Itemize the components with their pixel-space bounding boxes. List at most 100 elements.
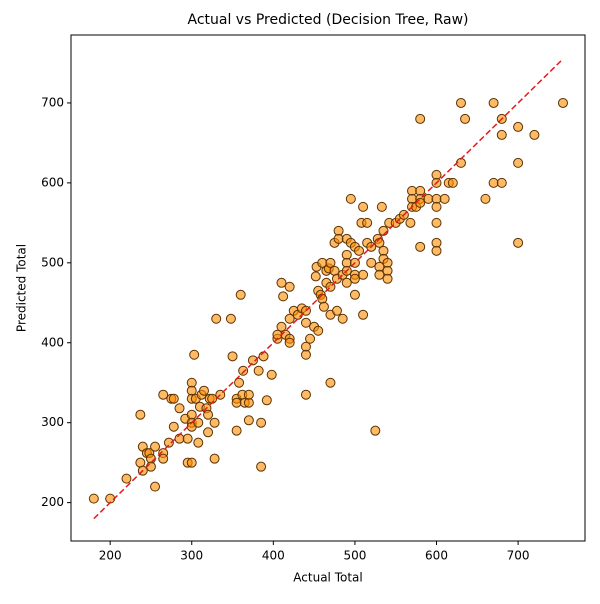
y-axis-label: Predicted Total bbox=[15, 244, 29, 332]
point bbox=[318, 301, 329, 312]
y-tick-label: 600 bbox=[41, 175, 64, 189]
point bbox=[234, 377, 245, 388]
point bbox=[266, 369, 277, 380]
point bbox=[158, 389, 169, 400]
point bbox=[405, 217, 416, 228]
point bbox=[358, 309, 369, 320]
point bbox=[211, 313, 222, 324]
point bbox=[325, 377, 336, 388]
point bbox=[225, 313, 236, 324]
point bbox=[333, 233, 344, 244]
point bbox=[374, 269, 385, 280]
point bbox=[431, 201, 442, 212]
point bbox=[423, 193, 434, 204]
point bbox=[362, 217, 373, 228]
point bbox=[313, 325, 324, 336]
point bbox=[376, 201, 387, 212]
point bbox=[189, 349, 200, 360]
point bbox=[284, 337, 295, 348]
point bbox=[557, 97, 568, 108]
x-tick-label: 300 bbox=[180, 549, 203, 563]
point bbox=[310, 271, 321, 282]
point bbox=[163, 437, 174, 448]
point bbox=[513, 237, 524, 248]
x-tick-label: 200 bbox=[99, 549, 122, 563]
point bbox=[198, 385, 209, 396]
point bbox=[261, 395, 272, 406]
point bbox=[209, 453, 220, 464]
point bbox=[276, 321, 287, 332]
point bbox=[496, 177, 507, 188]
point bbox=[278, 291, 289, 302]
point bbox=[247, 355, 258, 366]
point bbox=[431, 245, 442, 256]
reference-line bbox=[93, 58, 564, 520]
x-tick-label: 400 bbox=[262, 549, 285, 563]
point bbox=[243, 415, 254, 426]
point bbox=[358, 201, 369, 212]
point bbox=[529, 129, 540, 140]
point bbox=[439, 193, 450, 204]
chart-title: Actual vs Predicted (Decision Tree, Raw) bbox=[187, 12, 468, 28]
point bbox=[209, 417, 220, 428]
point bbox=[203, 427, 214, 438]
point bbox=[415, 113, 426, 124]
x-tick-label: 700 bbox=[507, 549, 530, 563]
point bbox=[253, 365, 264, 376]
x-tick-label: 500 bbox=[343, 549, 366, 563]
point bbox=[135, 409, 146, 420]
point bbox=[168, 393, 179, 404]
point bbox=[158, 453, 169, 464]
point bbox=[382, 273, 393, 284]
plot-frame bbox=[70, 34, 586, 542]
point bbox=[496, 129, 507, 140]
point bbox=[431, 217, 442, 228]
x-axis-label: Actual Total bbox=[293, 571, 362, 585]
point bbox=[182, 433, 193, 444]
point bbox=[186, 457, 197, 468]
point bbox=[370, 425, 381, 436]
y-tick-label: 200 bbox=[41, 495, 64, 509]
y-tick-label: 700 bbox=[41, 95, 64, 109]
point bbox=[349, 273, 360, 284]
point bbox=[455, 97, 466, 108]
point bbox=[341, 277, 352, 288]
point bbox=[488, 177, 499, 188]
point bbox=[193, 437, 204, 448]
point bbox=[366, 257, 377, 268]
point bbox=[488, 97, 499, 108]
point bbox=[300, 349, 311, 360]
point bbox=[193, 417, 204, 428]
point bbox=[150, 441, 161, 452]
point bbox=[513, 157, 524, 168]
point bbox=[349, 289, 360, 300]
point bbox=[331, 305, 342, 316]
point bbox=[337, 313, 348, 324]
y-tick-label: 400 bbox=[41, 335, 64, 349]
point bbox=[121, 473, 132, 484]
point bbox=[231, 397, 242, 408]
point bbox=[238, 365, 249, 376]
point bbox=[513, 121, 524, 132]
point bbox=[325, 257, 336, 268]
point bbox=[480, 193, 491, 204]
point bbox=[284, 313, 295, 324]
x-tick-label: 600 bbox=[425, 549, 448, 563]
point bbox=[256, 417, 267, 428]
point bbox=[276, 277, 287, 288]
point bbox=[231, 425, 242, 436]
point bbox=[168, 421, 179, 432]
point bbox=[227, 351, 238, 362]
point bbox=[203, 409, 214, 420]
point bbox=[345, 193, 356, 204]
point bbox=[235, 289, 246, 300]
point bbox=[88, 493, 99, 504]
point bbox=[415, 241, 426, 252]
point bbox=[358, 269, 369, 280]
point bbox=[460, 113, 471, 124]
y-tick-label: 300 bbox=[41, 415, 64, 429]
y-tick-label: 500 bbox=[41, 255, 64, 269]
point bbox=[256, 461, 267, 472]
point bbox=[243, 389, 254, 400]
